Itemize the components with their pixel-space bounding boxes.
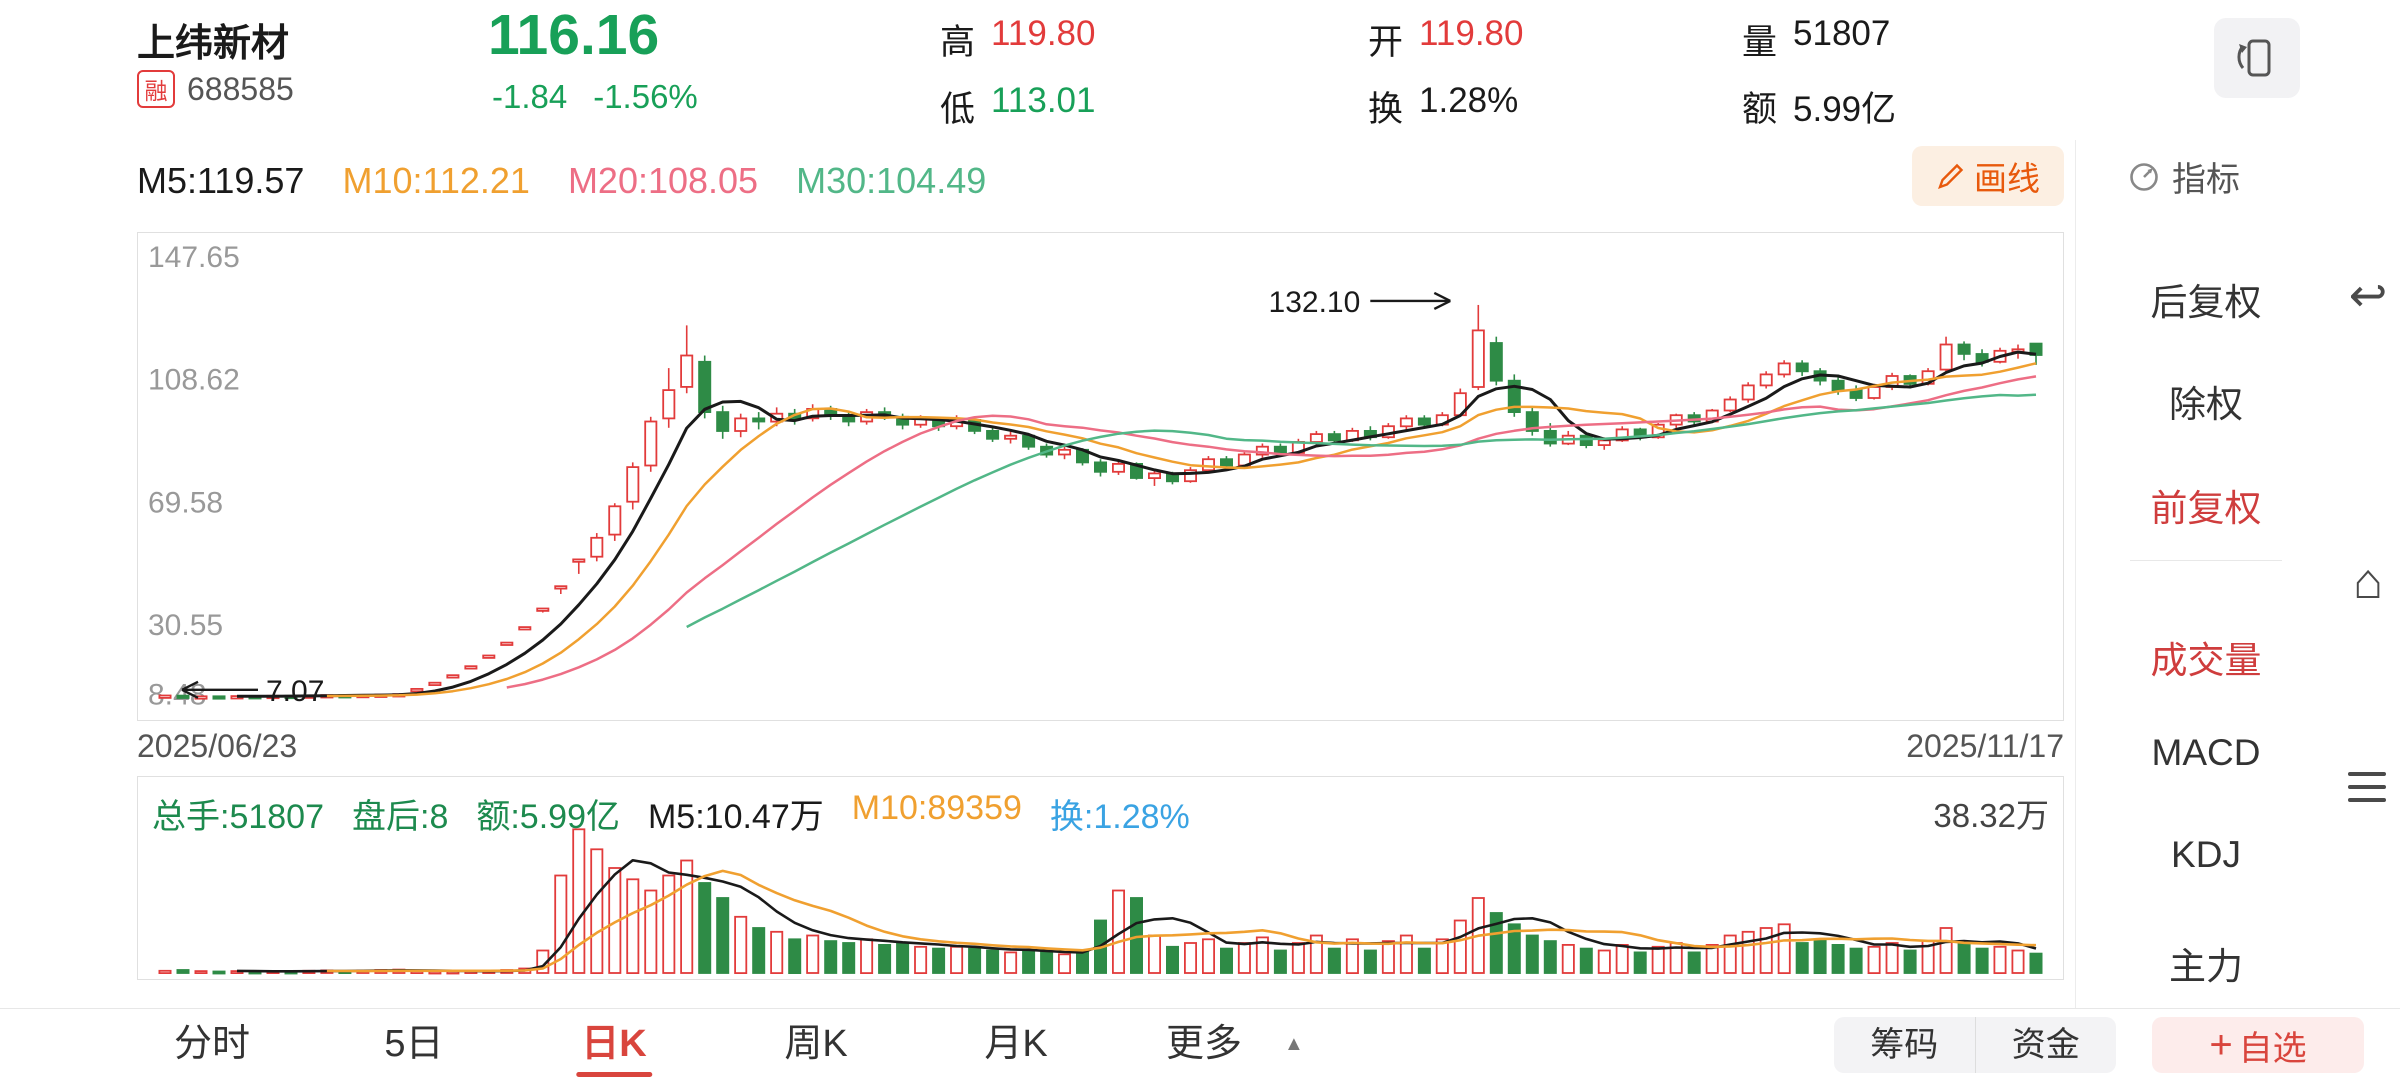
add-watchlist-button[interactable]: + 自选	[2152, 1017, 2364, 1073]
vol-ma5-value: M5:10.47万	[647, 798, 824, 836]
chips-funds-group: 筹码 资金	[1834, 1017, 2116, 1073]
stat-open: 开 119.80	[1368, 14, 1524, 62]
pencil-icon	[1938, 163, 1964, 189]
tab-more[interactable]: 更多	[1165, 1023, 1243, 1065]
more-caret-icon[interactable]: ▲	[1284, 1033, 1304, 1055]
rotate-phone-icon	[2237, 39, 2271, 77]
tab-weekly-k[interactable]: 周K	[784, 1023, 848, 1065]
tab-intraday[interactable]: 分时	[173, 1023, 251, 1065]
price-change-percent: -1.56%	[593, 78, 698, 115]
stat-high: 高 119.80	[940, 14, 1096, 62]
sidebar-item-forward-adjust[interactable]: 前复权	[2150, 488, 2262, 529]
chips-button[interactable]: 筹码	[1870, 1026, 1939, 1064]
svg-text:30.55: 30.55	[148, 609, 223, 642]
plus-icon: +	[2209, 1023, 2233, 1067]
current-price: 116.16	[488, 3, 660, 67]
total-lots: 总手:51807	[152, 798, 324, 836]
stat-volume: 量 51807	[1742, 14, 1891, 62]
stock-code: 688585	[187, 70, 294, 107]
vol-ma10-value: M10:89359	[851, 789, 1022, 827]
sidebar-group-divider	[2130, 560, 2282, 561]
svg-text:147.65: 147.65	[148, 241, 240, 274]
tab-daily-k[interactable]: 日K	[581, 1009, 646, 1079]
indicator-label: 指标	[2172, 161, 2240, 199]
indicator-header[interactable]: 指标	[2128, 152, 2240, 201]
ma20-value: M20:108.05	[567, 160, 759, 201]
volume-axis-max: 38.32万	[1933, 797, 2049, 834]
sidebar-item-main-force[interactable]: 主力	[2169, 946, 2243, 987]
watchlist-label: 自选	[2238, 1029, 2307, 1068]
sidebar-divider	[2075, 140, 2076, 1008]
undo-icon[interactable]: ↩	[2348, 269, 2388, 321]
stat-low: 低 113.01	[940, 81, 1096, 129]
volume-chart[interactable]	[138, 777, 2063, 979]
after-hours-lots: 盘后:8	[352, 798, 449, 836]
svg-text:69.58: 69.58	[148, 486, 223, 519]
sidebar-item-no-adjust[interactable]: 除权	[2169, 384, 2243, 425]
candlestick-chart-panel[interactable]: 147.65 108.62 69.58 30.55 8.48 7.07 132.10	[137, 232, 2064, 721]
volume-info-row: 总手:51807 盘后:8 额:5.99亿 M5:10.47万 M10:8935…	[152, 789, 1190, 838]
rotate-screen-button[interactable]	[2214, 18, 2300, 98]
stock-code-row: 融 688585	[137, 70, 294, 108]
amount-value: 额:5.99亿	[476, 798, 620, 836]
ma-values-row: M5:119.57 M10:112.21 M20:108.05 M30:104.…	[137, 160, 986, 202]
stat-turnover-rate: 换 1.28%	[1368, 81, 1519, 129]
sidebar-item-volume[interactable]: 成交量	[2150, 640, 2262, 681]
price-change: -1.84	[492, 78, 568, 115]
sidebar-item-backward-adjust[interactable]: 后复权	[2150, 282, 2262, 323]
tab-monthly-k[interactable]: 月K	[984, 1023, 1048, 1065]
tab-5day[interactable]: 5日	[384, 1023, 444, 1065]
home-icon[interactable]: ⌂	[2352, 553, 2384, 609]
sidebar-item-kdj[interactable]: KDJ	[2171, 834, 2241, 875]
date-start: 2025/06/23	[137, 728, 298, 764]
stat-column-open-turnover: 开 119.80 换 1.28%	[1368, 14, 1523, 132]
stat-column-volume-amount: 量 51807 额 5.99亿	[1742, 14, 1896, 132]
turnover-rate-value: 换:1.28%	[1049, 798, 1190, 836]
date-end: 2025/11/17	[1906, 728, 2064, 764]
svg-text:7.07: 7.07	[266, 675, 324, 708]
ma5-value: M5:119.57	[137, 160, 305, 201]
stat-amount: 额 5.99亿	[1742, 90, 1897, 129]
price-change-row: -1.84 -1.56%	[492, 78, 698, 116]
date-axis: 2025/06/23 2025/11/17	[137, 728, 2064, 765]
ma30-value: M30:104.49	[796, 160, 987, 201]
gauge-icon	[2130, 162, 2158, 191]
stock-name: 上纬新材	[137, 23, 290, 65]
stat-column-high-low: 高 119.80 低 113.01	[940, 14, 1095, 132]
draw-line-button[interactable]: 画线	[1912, 146, 2064, 206]
margin-badge: 融	[137, 70, 175, 108]
draw-line-label: 画线	[1974, 160, 2040, 197]
ma10-value: M10:112.21	[342, 160, 530, 201]
sidebar-item-macd[interactable]: MACD	[2151, 732, 2261, 773]
volume-chart-panel[interactable]: 总手:51807 盘后:8 额:5.99亿 M5:10.47万 M10:8935…	[137, 776, 2064, 980]
svg-text:132.10: 132.10	[1269, 286, 1361, 319]
bottom-tab-bar: 分时 5日 日K 周K 月K 更多 ▲ 筹码 资金 + 自选	[0, 1008, 2400, 1080]
funds-button[interactable]: 资金	[1974, 1017, 2117, 1073]
menu-icon[interactable]	[2348, 772, 2386, 802]
svg-text:108.62: 108.62	[148, 364, 240, 397]
